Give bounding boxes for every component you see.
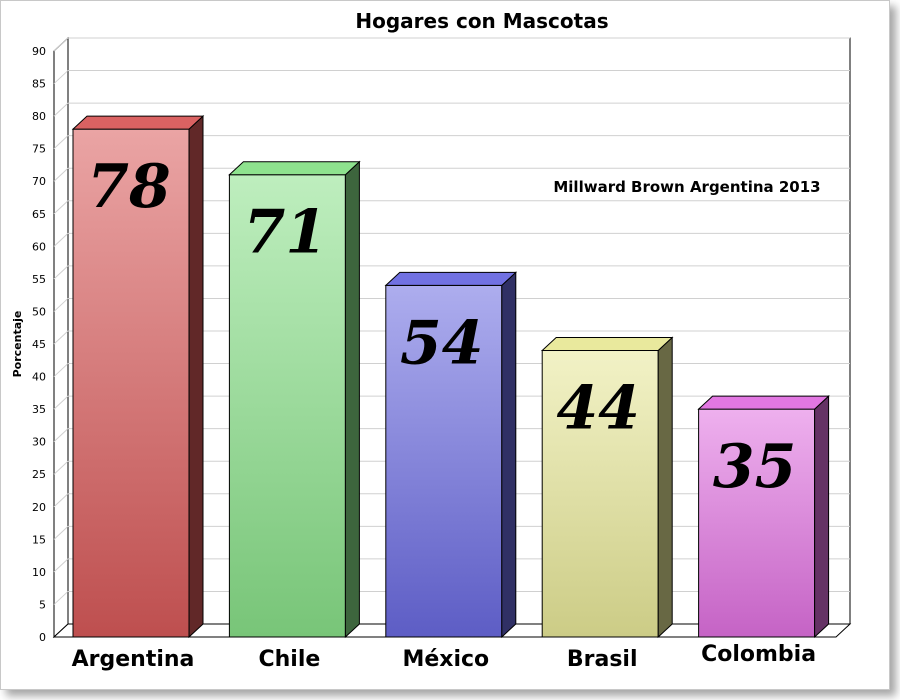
y-tick-label: 85 (32, 78, 46, 91)
y-tick-label: 0 (39, 631, 46, 644)
bar-top (697, 395, 830, 410)
y-tick-label: 55 (32, 273, 46, 286)
y-tick-label: 90 (32, 45, 46, 58)
category-label: Chile (258, 647, 320, 672)
bar-chart: Hogares con Mascotas 0 5 10 15 20 25 30 35 40 45 5… (11, 9, 852, 672)
data-label: 71 (244, 198, 328, 268)
y-tick-label: 50 (32, 305, 46, 318)
y-tick-label: 10 (32, 566, 46, 579)
bar-top (540, 337, 674, 352)
y-tick-label: 25 (32, 468, 46, 481)
chart-title: Hogares con Mascotas (355, 9, 608, 33)
bar-top (384, 271, 518, 286)
grid-line-side (53, 102, 69, 117)
grid-line-side (53, 558, 69, 573)
bar-front (698, 408, 816, 638)
y-tick-label: 15 (32, 533, 46, 546)
grid-line-side (53, 330, 69, 345)
data-label: 44 (556, 374, 640, 444)
bar-side (501, 271, 517, 639)
grid-line-side (53, 298, 69, 312)
data-label: 54 (400, 308, 484, 378)
bar-chile: 71 (228, 160, 361, 639)
category-label: Argentina (72, 647, 195, 672)
grid-line-side (53, 265, 69, 280)
y-tick-label: 60 (32, 240, 46, 253)
grid-line-side (53, 525, 69, 540)
bar-front (541, 350, 659, 638)
chart-frame: Hogares con Mascotas 0 5 10 15 20 25 30 35 40 45 5… (0, 0, 890, 690)
y-tick-label: 65 (32, 208, 46, 221)
y-tick-label: 80 (32, 110, 46, 123)
grid-line-side (53, 232, 69, 247)
bar-colombia: 35 (697, 394, 830, 639)
category-label: México (402, 647, 489, 672)
grid-line-side (53, 493, 69, 508)
grid-line-side (53, 70, 69, 84)
grid-line-side (53, 37, 69, 52)
bar-top (71, 115, 205, 130)
grid-line-side (53, 200, 69, 215)
category-label: Colombia (701, 642, 816, 667)
y-tick-label: 5 (39, 598, 46, 611)
grid-line-side (53, 428, 69, 443)
bar-front (72, 128, 190, 638)
data-label: 35 (713, 432, 797, 502)
y-axis-label: Porcentaje (11, 311, 24, 378)
bars: 78 71 54 44 35 (71, 114, 830, 639)
bar-top (228, 161, 361, 176)
bar-side (814, 394, 830, 639)
bar-side (344, 160, 360, 639)
bar-argentina: 78 (71, 114, 205, 639)
y-tick-label: 35 (32, 403, 46, 416)
y-axis-ticks: 0 5 10 15 20 25 30 35 40 45 50 55 60 65 70 75 80 85 90 (32, 45, 46, 644)
y-tick-label: 45 (32, 338, 46, 351)
bar-side (657, 336, 673, 639)
grid-line-side (53, 395, 69, 410)
y-tick-label: 70 (32, 175, 46, 188)
grid-line-side (53, 460, 69, 475)
category-label: Brasil (567, 647, 638, 672)
bar-side (188, 114, 204, 639)
y-tick-label: 75 (32, 143, 46, 156)
y-tick-label: 40 (32, 371, 46, 384)
grid-line-side (53, 363, 69, 377)
source-annotation: Millward Brown Argentina 2013 (553, 178, 820, 196)
data-label: 78 (87, 152, 171, 222)
bar-méxico: 54 (384, 271, 518, 639)
grid-line-side (53, 167, 69, 182)
category-labels: Argentina Chile México Brasil Colombia (72, 642, 816, 672)
bar-brasil: 44 (540, 336, 674, 639)
grid-line-side (53, 135, 69, 150)
y-tick-label: 20 (32, 501, 46, 514)
y-tick-label: 30 (32, 436, 46, 449)
bar-front (385, 284, 503, 638)
grid-line-side (53, 591, 69, 605)
